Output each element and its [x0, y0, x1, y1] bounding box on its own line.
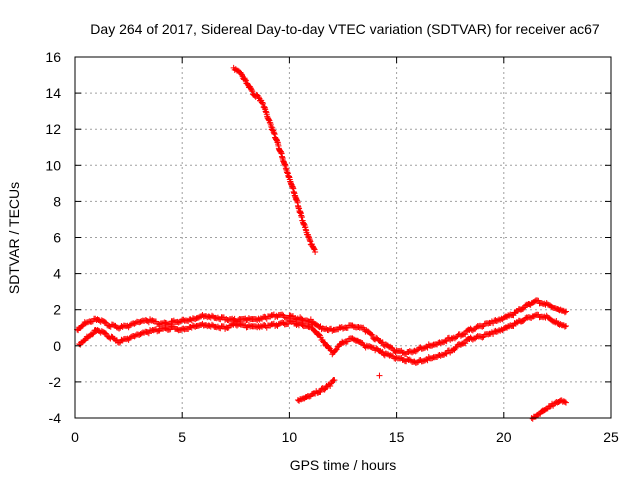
data-point — [317, 388, 324, 395]
data-point — [260, 100, 267, 107]
data-point — [562, 399, 569, 406]
y-axis: -4 -2 0 2 4 6 8 10 12 14 16 — [45, 49, 611, 426]
data-point — [546, 403, 553, 410]
chart-title: Day 264 of 2017, Sidereal Day-to-day VTE… — [90, 21, 600, 37]
data-point — [248, 86, 255, 93]
x-tick-label: 20 — [496, 429, 512, 445]
data-point — [116, 339, 123, 346]
data-point — [102, 329, 109, 336]
data-point — [562, 322, 569, 329]
y-tick-label: 10 — [45, 157, 61, 173]
data-point — [311, 245, 318, 252]
data-point — [312, 248, 319, 255]
data-point — [379, 348, 386, 355]
data-point — [462, 331, 469, 338]
data-point — [321, 386, 328, 393]
data-point — [242, 77, 249, 84]
data-point — [369, 331, 376, 338]
data-point — [344, 338, 351, 345]
data-point — [368, 331, 375, 338]
y-tick-label: 14 — [45, 85, 61, 101]
y-tick-label: 6 — [53, 230, 61, 246]
data-point — [379, 339, 386, 346]
y-tick-label: -2 — [49, 374, 62, 390]
data-point — [307, 321, 314, 328]
y-tick-label: 4 — [53, 266, 61, 282]
data-point — [259, 99, 266, 106]
x-axis: 0 5 10 15 20 25 — [71, 57, 619, 445]
x-tick-label: 15 — [389, 429, 405, 445]
y-tick-label: 16 — [45, 49, 61, 65]
x-axis-title: GPS time / hours — [290, 457, 397, 473]
data-point — [332, 346, 339, 353]
data-point — [89, 331, 96, 338]
data-point — [443, 338, 450, 345]
data-point — [452, 345, 459, 352]
y-tick-label: 12 — [45, 121, 61, 137]
data-point — [562, 308, 569, 315]
data-point — [561, 323, 568, 330]
x-tick-label: 5 — [178, 429, 186, 445]
data-point — [376, 372, 383, 379]
data-point — [331, 377, 338, 384]
data-point — [102, 319, 109, 326]
data-point — [249, 88, 256, 95]
data-point — [242, 76, 249, 83]
data-point — [561, 398, 568, 405]
x-tick-label: 10 — [282, 429, 298, 445]
data-point — [90, 330, 97, 337]
y-tick-label: -4 — [49, 410, 62, 426]
data-point — [520, 305, 527, 312]
x-tick-label: 0 — [71, 429, 79, 445]
data-point — [561, 309, 568, 316]
data-point — [462, 340, 469, 347]
y-axis-title: SDTVAR / TECUs — [6, 182, 22, 294]
x-tick-label: 25 — [603, 429, 619, 445]
y-tick-label: 8 — [53, 193, 61, 209]
y-tick-label: 0 — [53, 338, 61, 354]
data-points — [74, 64, 569, 422]
y-tick-label: 2 — [53, 302, 61, 318]
data-point — [443, 350, 450, 357]
